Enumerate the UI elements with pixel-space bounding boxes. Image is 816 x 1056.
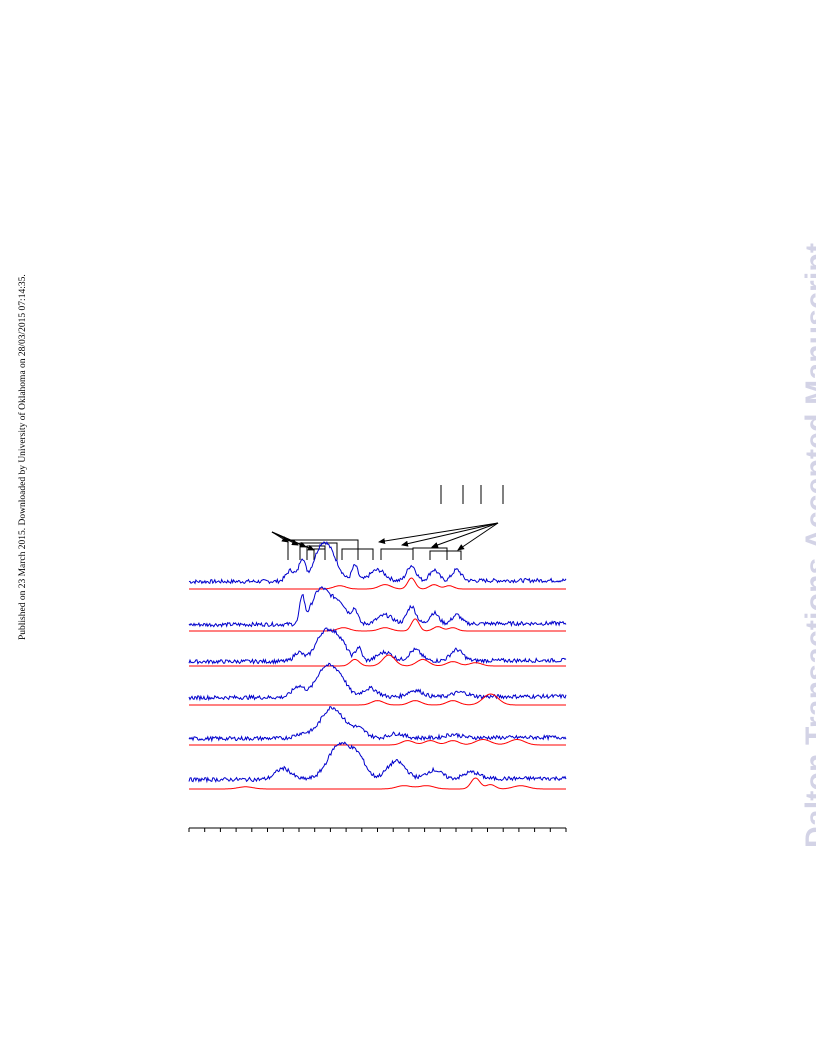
arrow	[271, 531, 315, 551]
arrow	[431, 522, 499, 548]
bracket	[299, 542, 338, 560]
simulated-trace	[189, 739, 566, 746]
spectra-traces	[188, 540, 567, 790]
splitting-brackets	[287, 539, 462, 560]
experimental-trace	[188, 627, 567, 665]
bracket	[412, 547, 448, 560]
bracket	[341, 548, 374, 560]
experimental-trace	[188, 706, 567, 743]
arrow	[457, 522, 499, 551]
arrow	[378, 522, 499, 545]
simulated-trace	[189, 693, 566, 706]
experimental-trace	[188, 540, 567, 585]
bracket	[429, 550, 462, 560]
stick-markers	[440, 485, 504, 504]
experimental-trace	[188, 586, 567, 628]
simulated-trace	[189, 577, 566, 590]
simulated-trace	[189, 618, 566, 632]
bracket	[287, 539, 359, 560]
assignment-arrows	[271, 522, 499, 551]
simulated-trace	[189, 777, 566, 790]
experimental-trace	[188, 741, 567, 784]
simulated-trace	[189, 654, 566, 667]
experimental-trace	[188, 662, 567, 702]
bracket	[380, 548, 414, 560]
arrow	[401, 522, 499, 547]
bracket	[306, 545, 326, 560]
x-axis	[188, 827, 567, 832]
